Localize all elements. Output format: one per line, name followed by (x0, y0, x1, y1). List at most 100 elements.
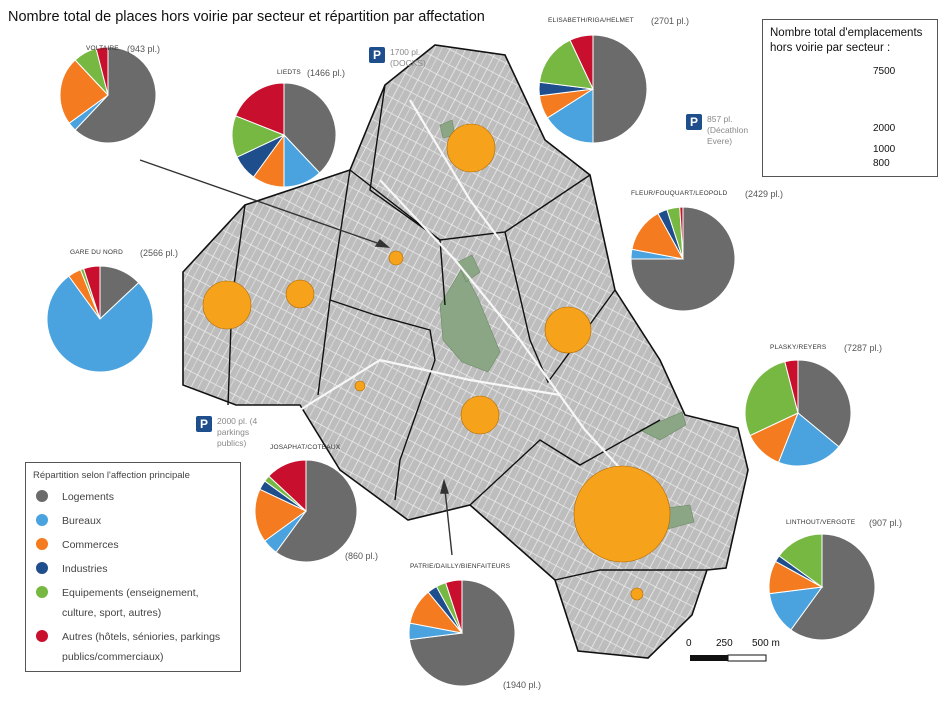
sector-name-plasky: PLASKY/REYERS (770, 344, 827, 351)
pie-slice-equipements (778, 533, 823, 588)
sector-count-voltaire: (943 pl.) (127, 44, 161, 54)
sector-total-circle (202, 280, 252, 330)
sector-total-circle (446, 123, 496, 173)
pie-slice-logements (592, 34, 648, 144)
pie-slice-autres (569, 34, 594, 90)
pie-slice-bureaux (46, 275, 154, 373)
sector-total-circle (573, 465, 671, 563)
legend-item-autres: Autres (hôtels, séniories, parkings publ… (36, 627, 240, 667)
sector-count-gare-du-nord: (2566 pl.) (140, 248, 179, 258)
pie-slice-autres (235, 82, 285, 136)
legend-label: Equipements (enseignement, culture, spor… (62, 587, 199, 619)
sector-name-elisabeth: ELISABETH/RIGA/HELMET (548, 17, 634, 24)
sector-name-gare-du-nord: GARE DU NORD (70, 249, 123, 256)
legend-swatch (36, 514, 48, 526)
parking-marker-docks: P 1700 pl. (DOCKS) (369, 47, 452, 69)
pie-slice-logements (275, 459, 358, 563)
sector-name-patrie: PATRIE/DAILLY/BIENFAITEURS (410, 563, 511, 570)
legend-label: Autres (hôtels, séniories, parkings publ… (62, 631, 221, 663)
parking-icon: P (196, 416, 212, 432)
pie-linthout-vergote (768, 533, 876, 641)
legend-item-commerces: Commerces (36, 535, 240, 555)
sector-total-circle (285, 279, 315, 309)
legend-label: Industries (62, 563, 108, 575)
pie-slice-bureaux (777, 412, 840, 467)
parking-label: 2000 pl. (4 parkings publics) (217, 416, 258, 448)
main-avenues (299, 99, 641, 491)
sector-count-liedts: (1466 pl.) (307, 68, 346, 78)
legend-item-logements: Logements (36, 487, 240, 507)
sector-total-circle (388, 250, 404, 266)
scale-label-0: 0 (686, 638, 692, 649)
sector-total-circle (544, 306, 592, 354)
legend-item-industries: Industries (36, 559, 240, 579)
size-label-7500: 7500 (873, 66, 896, 77)
scale-label-250: 250 (716, 638, 733, 649)
sector-count-plasky: (7287 pl.) (844, 343, 883, 353)
legend-label: Bureaux (62, 515, 102, 527)
sector-total-circle (354, 380, 366, 392)
sector-count-linthout: (907 pl.) (869, 518, 903, 528)
pie-slice-autres (679, 206, 684, 260)
sector-total-circles (202, 123, 671, 601)
pie-gare-du-nord (46, 265, 154, 373)
pie-elisabeth-riga-helmet (538, 34, 648, 144)
pie-voltaire (59, 46, 157, 144)
legend-swatch (36, 538, 48, 550)
sector-name-liedts: LIEDTS (277, 69, 301, 76)
sector-name-voltaire: VOLTAIRE (86, 45, 119, 52)
scale-bar (690, 654, 767, 662)
parking-marker-public: P 2000 pl. (4 parkings publics) (196, 416, 275, 449)
pie-liedts (231, 82, 337, 188)
page-title: Nombre total de places hors voirie par s… (8, 9, 485, 25)
size-label-2000: 2000 (873, 123, 896, 134)
pie-slice-commerces (254, 488, 307, 542)
parking-marker-decathlon: P 857 pl. (Décathlon Evere) (686, 114, 759, 147)
legend-title: Répartition selon l'affection principale (33, 470, 190, 481)
sector-name-fleur: FLEUR/FOUQUART/LEOPOLD (631, 190, 728, 197)
category-legend: Répartition selon l'affection principale… (25, 462, 241, 672)
pie-slice-logements (790, 533, 876, 641)
size-label-800: 800 (873, 158, 890, 169)
pie-josaphat-coteaux (254, 459, 358, 563)
scale-label-500: 500 m (752, 638, 780, 649)
legend-swatch (36, 630, 48, 642)
sector-name-linthout: LINTHOUT/VERGOTE (786, 519, 856, 526)
parking-icon: P (369, 47, 385, 63)
size-legend: Nombre total d'emplacements hors voirie … (762, 19, 938, 177)
sector-count-fleur: (2429 pl.) (745, 189, 784, 199)
size-legend-title: Nombre total d'emplacements hors voirie … (770, 27, 923, 54)
sector-total-circle (630, 587, 644, 601)
pie-slice-autres (444, 579, 463, 634)
pie-slice-equipements (744, 361, 799, 437)
pie-slice-bureaux (546, 88, 594, 144)
sector-count-patrie: (1940 pl.) (503, 680, 542, 690)
legend-swatch (36, 490, 48, 502)
parking-label: 857 pl. (Décathlon Evere) (707, 114, 749, 146)
legend-swatch (36, 562, 48, 574)
pie-slice-autres (784, 359, 799, 414)
parking-label: 1700 pl. (DOCKS) (390, 47, 426, 68)
legend-swatch (36, 586, 48, 598)
sector-name-josaphat: JOSAPHAT/COTEAUX (270, 444, 341, 451)
leader-arrows (139, 159, 453, 556)
pie-slice-equipements (538, 39, 594, 90)
pie-slice-logements (630, 206, 736, 312)
pie-slice-autres (95, 46, 109, 96)
legend-label: Commerces (62, 539, 119, 551)
legend-label: Logements (62, 491, 114, 503)
size-label-1000: 1000 (873, 144, 896, 155)
sector-pie-charts (46, 34, 876, 687)
pie-slice-logements (283, 82, 337, 174)
pie-slice-logements (797, 359, 852, 448)
sector-count-elisabeth: (2701 pl.) (651, 16, 690, 26)
pie-slice-autres (268, 459, 307, 513)
pie-fleur-fouquart-leopold (630, 206, 736, 312)
legend-item-bureaux: Bureaux (36, 511, 240, 531)
legend-item-equipements: Equipements (enseignement, culture, spor… (36, 583, 240, 623)
pie-slice-commerces (59, 59, 109, 124)
pie-plasky-reyers (744, 359, 852, 467)
parking-icon: P (686, 114, 702, 130)
sector-total-circle (460, 395, 500, 435)
pie-patrie-dailly-bienfaiteurs (408, 579, 516, 687)
